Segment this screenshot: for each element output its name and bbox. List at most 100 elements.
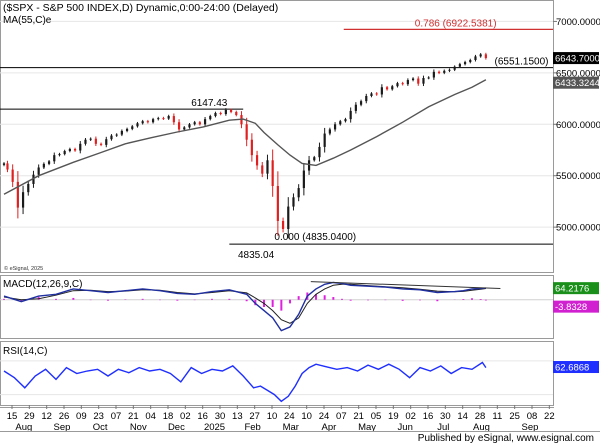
price-candle-body (6, 163, 9, 170)
price-candle-body (235, 111, 238, 116)
price-candle-body (193, 122, 196, 125)
footer-bar: Published by eSignal, www.esignal.com (0, 431, 600, 447)
price-candle-body (370, 93, 373, 96)
date-axis-day-label: 08 (527, 411, 538, 422)
axis-labels-layer: 5000.0000 5500.0000 6000.0000 6500.0000 7000… (7, 17, 600, 433)
date-axis-day-label: 05 (371, 411, 382, 422)
price-candle-body (292, 197, 295, 207)
date-axis-day-label: 14 (457, 411, 468, 422)
date-axis-month-label: Apr (322, 422, 337, 433)
rsi-value-tag: 62.6868 (555, 363, 589, 374)
price-candle-body (287, 206, 290, 229)
price-candle-body (307, 160, 311, 171)
price-candle-body (255, 155, 259, 166)
fib-0000-label: 0.000 (4835.0400) (274, 232, 356, 243)
date-axis-day-label: 07 (336, 411, 347, 422)
date-axis-month-label: Oct (93, 422, 108, 433)
date-axis-day-label: 24 (284, 411, 295, 422)
price-candle-body (53, 155, 56, 162)
price-candle-body (437, 71, 441, 73)
price-candle-body (224, 109, 227, 114)
level-6551-label: (6551.1500) (495, 57, 549, 68)
date-axis-month-label: Aug (15, 422, 32, 433)
price-candle-body (177, 122, 181, 130)
price-candle-body (323, 133, 326, 147)
date-axis-day-label: 23 (93, 411, 104, 422)
date-axis-day-label: 12 (41, 411, 52, 422)
price-candle-body (349, 110, 352, 120)
price-candle-body (115, 134, 118, 136)
price-candle-body (131, 126, 134, 129)
price-panel-title: ($SPX - S&P 500 INDEX,D) Dynamic,0:00-24… (3, 2, 278, 14)
price-candle-body (89, 138, 92, 140)
price-candle-body (125, 128, 129, 131)
date-axis-day-label: 16 (423, 411, 434, 422)
grid-layer (0, 20, 553, 396)
date-axis-month-label: Nov (130, 422, 147, 433)
price-candle-body (21, 192, 25, 208)
price-candle-body (27, 183, 30, 193)
low-4835-label: 4835.04 (238, 250, 275, 261)
price-candle-body (281, 220, 285, 229)
price-candle-body (99, 143, 103, 145)
rsi-line (3, 361, 487, 403)
price-candle-body (120, 130, 123, 135)
macd-panel-frame (0, 275, 554, 339)
price-candle-body (406, 80, 409, 85)
price-candle-body (474, 56, 477, 60)
date-axis-day-label: 30 (440, 411, 451, 422)
price-candle-body (302, 170, 305, 189)
ma-legend-label: MA(55,C)e (3, 15, 52, 26)
price-candle-body (214, 112, 217, 117)
price-candle-body (84, 139, 87, 144)
level-lines-layer: 0.786 (6922.5381) (6551.1500) 6147.43 0.000… (0, 18, 553, 261)
date-axis-day-label: 30 (215, 411, 226, 422)
date-axis-day-label: 26 (59, 411, 70, 422)
date-axis-month-label: Feb (244, 422, 260, 433)
macd-value-tag: 64.2176 (555, 284, 589, 295)
price-candle-body (250, 139, 253, 156)
macd-divergence-trendline (310, 281, 501, 290)
price-candle-body (333, 124, 337, 130)
price-candle-body (401, 83, 404, 85)
price-candle-body (209, 116, 212, 120)
price-candle-body (188, 124, 191, 128)
price-candle-body (37, 167, 40, 175)
price-candle-body (47, 161, 51, 164)
price-candle-body (266, 160, 269, 174)
date-axis-day-label: 10 (301, 411, 312, 422)
price-candle-body (391, 86, 394, 90)
date-axis-day-label: 16 (197, 411, 208, 422)
rsi-value-tag-box (553, 361, 599, 374)
price-panel-frame (0, 0, 554, 273)
price-candle-body (167, 116, 170, 119)
copyright-label: © eSignal, 2025 (4, 265, 43, 272)
price-y-tick-label: 5500.0000 (556, 171, 600, 182)
price-candle-body (58, 154, 61, 156)
price-candle-body (484, 54, 487, 59)
price-candle-body (11, 169, 14, 182)
macd-value-tag-box (553, 282, 599, 295)
rsi-panel-frame (0, 341, 554, 406)
date-axis-month-label: Dec (168, 422, 185, 433)
price-candle-body (458, 64, 461, 67)
date-axis-day-label: 04 (145, 411, 156, 422)
price-candle-body (385, 87, 389, 90)
price-candle-body (448, 69, 451, 71)
price-candle-body (297, 188, 300, 198)
price-candle-body (427, 77, 430, 79)
date-axis-month-label: Jun (398, 422, 413, 433)
value-tags-layer: 6643.7000 6433.3244 64.2176 -3.8328 62.6868 (553, 52, 600, 374)
price-candle-body (110, 135, 113, 140)
date-axis-day-label: 02 (405, 411, 416, 422)
price-candle-body (42, 163, 45, 168)
date-axis-day-label: 22 (544, 411, 555, 422)
price-candle-body (411, 78, 415, 81)
price-candle-body (203, 119, 207, 125)
date-axis-day-label: 21 (353, 411, 364, 422)
price-candle-body (141, 121, 144, 124)
date-axis-day-label: 28 (475, 411, 486, 422)
price-candle-body (198, 122, 201, 125)
price-y-tick-label: 6500.0000 (556, 68, 600, 79)
price-candle-body (94, 138, 97, 144)
